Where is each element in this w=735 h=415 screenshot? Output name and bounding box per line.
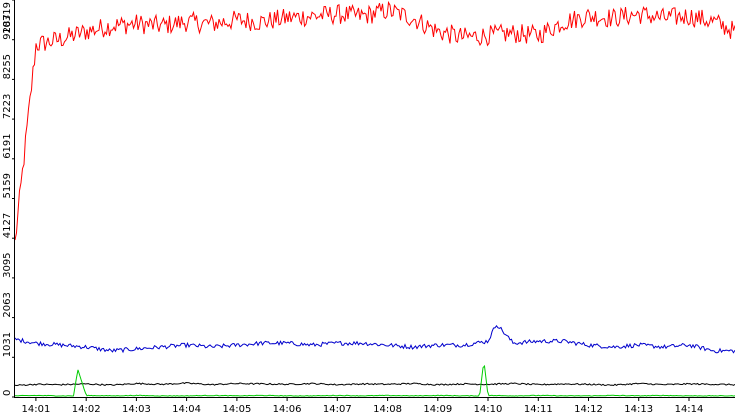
y-tick-label: 7223 (2, 94, 13, 119)
series-line-2 (14, 324, 735, 354)
x-tick-label: 14:13 (624, 404, 653, 415)
y-tick-label: 0 (2, 390, 13, 396)
series-line-4 (15, 364, 735, 397)
y-tick-label: 9287 (2, 14, 13, 39)
x-tick-label: 14:10 (474, 404, 503, 415)
x-tick-label: 14:06 (273, 404, 302, 415)
x-tick-label: 14:09 (423, 404, 452, 415)
x-tick-label: 14:04 (172, 404, 201, 415)
y-tick-label: 1031 (2, 332, 13, 357)
series-layer (14, 0, 735, 397)
x-tick-label: 14:03 (122, 404, 151, 415)
x-tick-label: 14:14 (675, 404, 704, 415)
x-tick-label: 14:02 (72, 404, 101, 415)
x-tick-labels: 14:01 14:02 14:03 14:04 14:05 14:06 14:07 14:08… (21, 397, 703, 415)
y-tick-labels: 0 1031 2063 3095 4127 5159 6191 7223 8255 9287103… (2, 0, 15, 398)
x-tick-label: 14:08 (373, 404, 402, 415)
x-tick-label: 14:12 (574, 404, 603, 415)
x-tick-label: 14:07 (323, 404, 352, 415)
y-tick-label: 5159 (2, 173, 13, 198)
y-tick-label: 4127 (2, 213, 13, 238)
y-tick-label: 6191 (2, 133, 13, 158)
y-tick-label: 8255 (2, 54, 13, 79)
series-line-3 (14, 381, 735, 387)
x-tick-label: 14:01 (21, 404, 50, 415)
x-tick-label: 14:11 (524, 404, 553, 415)
y-tick-label: 2063 (2, 292, 13, 317)
y-tick-label: 10319 (2, 2, 13, 34)
series-line-1 (14, 0, 735, 241)
y-tick-label: 3095 (2, 252, 13, 277)
x-tick-label: 14:05 (222, 404, 251, 415)
